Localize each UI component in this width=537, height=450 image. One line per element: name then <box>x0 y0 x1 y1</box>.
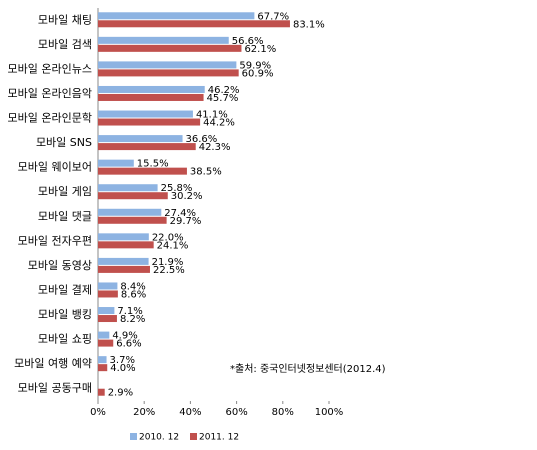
bar <box>98 290 118 298</box>
value-label: 46.2% <box>208 85 240 96</box>
bar <box>98 331 110 339</box>
category-label: 모바일 검색 <box>38 37 92 51</box>
value-label: 62.1% <box>244 44 276 55</box>
value-label: 21.9% <box>152 257 184 268</box>
bar <box>98 12 255 20</box>
category-label: 모바일 결제 <box>38 282 92 296</box>
category-label: 모바일 여행 예약 <box>14 356 92 370</box>
value-label: 41.1% <box>196 110 228 121</box>
bar <box>98 159 134 167</box>
bar <box>98 356 107 364</box>
value-label: 22.5% <box>153 265 185 276</box>
bar <box>98 118 201 126</box>
value-label: 8.4% <box>120 281 145 292</box>
legend-swatch <box>190 433 197 440</box>
value-label: 36.6% <box>186 134 218 145</box>
bar <box>98 241 154 249</box>
value-label: 27.4% <box>164 208 196 219</box>
legend-label: 2011. 12 <box>199 433 239 443</box>
bar <box>98 364 108 372</box>
value-label: 6.6% <box>116 339 141 350</box>
bar <box>98 315 117 323</box>
value-label: 30.2% <box>171 191 203 202</box>
bar <box>98 265 150 273</box>
value-label: 38.5% <box>190 167 222 178</box>
bar <box>98 93 204 101</box>
category-label: 모바일 공동구매 <box>18 381 92 395</box>
bar <box>98 110 193 118</box>
value-label: 4.0% <box>110 363 135 374</box>
value-label: 7.1% <box>117 306 142 317</box>
value-label: 8.2% <box>120 314 145 325</box>
value-label: 59.9% <box>239 60 271 71</box>
value-label: 8.6% <box>121 289 146 300</box>
bar <box>98 61 237 69</box>
x-tick-label: 20% <box>133 407 155 418</box>
value-label: 56.6% <box>232 36 264 47</box>
bar <box>98 20 290 28</box>
value-label: 60.9% <box>242 68 274 79</box>
value-label: 4.9% <box>112 331 137 342</box>
bar <box>98 208 162 216</box>
legend-label: 2010. 12 <box>139 433 179 443</box>
bar <box>98 307 115 315</box>
x-tick-label: 0% <box>90 407 106 418</box>
x-tick-label: 60% <box>225 407 247 418</box>
value-label: 25.8% <box>161 183 193 194</box>
value-label: 42.3% <box>199 142 231 153</box>
value-label: 67.7% <box>257 11 289 22</box>
value-label: 45.7% <box>207 93 239 104</box>
bar <box>98 339 114 347</box>
value-label: 22.0% <box>152 232 184 243</box>
x-tick-label: 100% <box>315 407 344 418</box>
category-label: 모바일 댓글 <box>38 209 92 223</box>
value-label: 3.7% <box>110 355 135 366</box>
category-label: 모바일 게임 <box>38 184 92 198</box>
bar <box>98 44 242 52</box>
annotation: *출처: 중국인터넷정보센터(2012.4) <box>230 363 386 375</box>
category-label: 모바일 뱅킹 <box>38 307 92 321</box>
value-label: 29.7% <box>170 216 202 227</box>
category-label: 모바일 동영상 <box>28 258 92 272</box>
category-label: 모바일 웨이보어 <box>18 160 92 174</box>
category-label: 모바일 SNS <box>36 135 92 149</box>
bar <box>98 69 239 77</box>
value-label: 83.1% <box>293 19 325 30</box>
bar <box>98 233 149 241</box>
bar <box>98 282 118 290</box>
category-label: 모바일 쇼핑 <box>38 332 92 346</box>
value-label: 24.1% <box>157 240 189 251</box>
bar <box>98 216 167 224</box>
x-tick-label: 80% <box>272 407 294 418</box>
category-label: 모바일 온라인문학 <box>8 111 92 125</box>
category-label: 모바일 채팅 <box>38 12 92 26</box>
value-label: 2.9% <box>108 388 133 399</box>
bar <box>98 36 229 44</box>
bar <box>98 167 187 175</box>
bar <box>98 192 168 200</box>
category-label: 모바일 전자우편 <box>18 233 92 247</box>
bar <box>98 85 205 93</box>
bar <box>98 257 149 265</box>
bar <box>98 388 105 396</box>
legend-swatch <box>130 433 137 440</box>
category-label: 모바일 온라인음악 <box>8 86 92 100</box>
bar <box>98 135 183 143</box>
value-label: 44.2% <box>203 118 235 129</box>
category-label: 모바일 온라인뉴스 <box>8 61 92 75</box>
bar <box>98 184 158 192</box>
x-tick-label: 40% <box>179 407 201 418</box>
bar <box>98 143 196 151</box>
value-label: 15.5% <box>137 159 169 170</box>
